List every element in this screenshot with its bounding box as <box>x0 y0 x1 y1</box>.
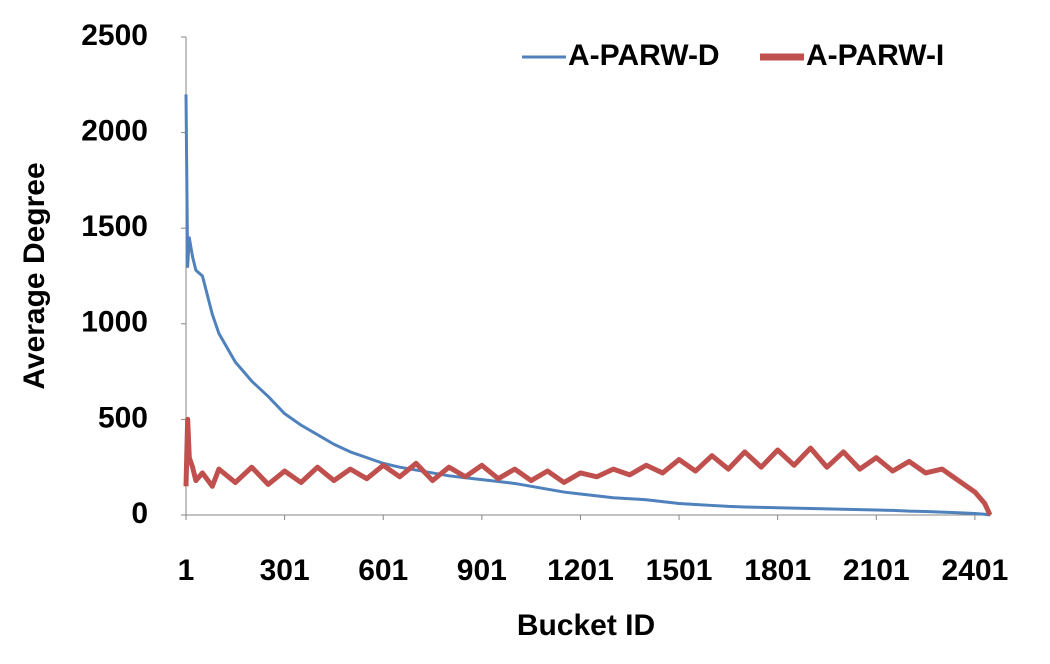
y-axis-title: Average Degree <box>18 162 51 389</box>
x-tick-label: 2401 <box>942 554 1009 587</box>
y-tick-label: 0 <box>131 497 148 530</box>
x-axis-title: Bucket ID <box>517 609 655 642</box>
x-tick-label: 601 <box>358 554 408 587</box>
y-tick-label: 2000 <box>81 115 148 148</box>
y-tick-label: 2500 <box>81 19 148 52</box>
y-tick-label: 1000 <box>81 306 148 339</box>
legend-label: A-PARW-I <box>806 39 944 72</box>
y-tick-label: 1500 <box>81 210 148 243</box>
x-tick-label: 2101 <box>843 554 910 587</box>
x-tick-label: 901 <box>457 554 507 587</box>
legend-label: A-PARW-D <box>568 39 720 72</box>
x-tick-label: 1201 <box>547 554 614 587</box>
y-tick-label: 500 <box>98 401 148 434</box>
x-tick-label: 1501 <box>646 554 713 587</box>
x-tick-label: 1801 <box>744 554 811 587</box>
data-line <box>183 416 993 517</box>
x-tick-label: 301 <box>260 554 310 587</box>
data-line <box>184 94 991 517</box>
x-tick-label: 1 <box>178 554 195 587</box>
